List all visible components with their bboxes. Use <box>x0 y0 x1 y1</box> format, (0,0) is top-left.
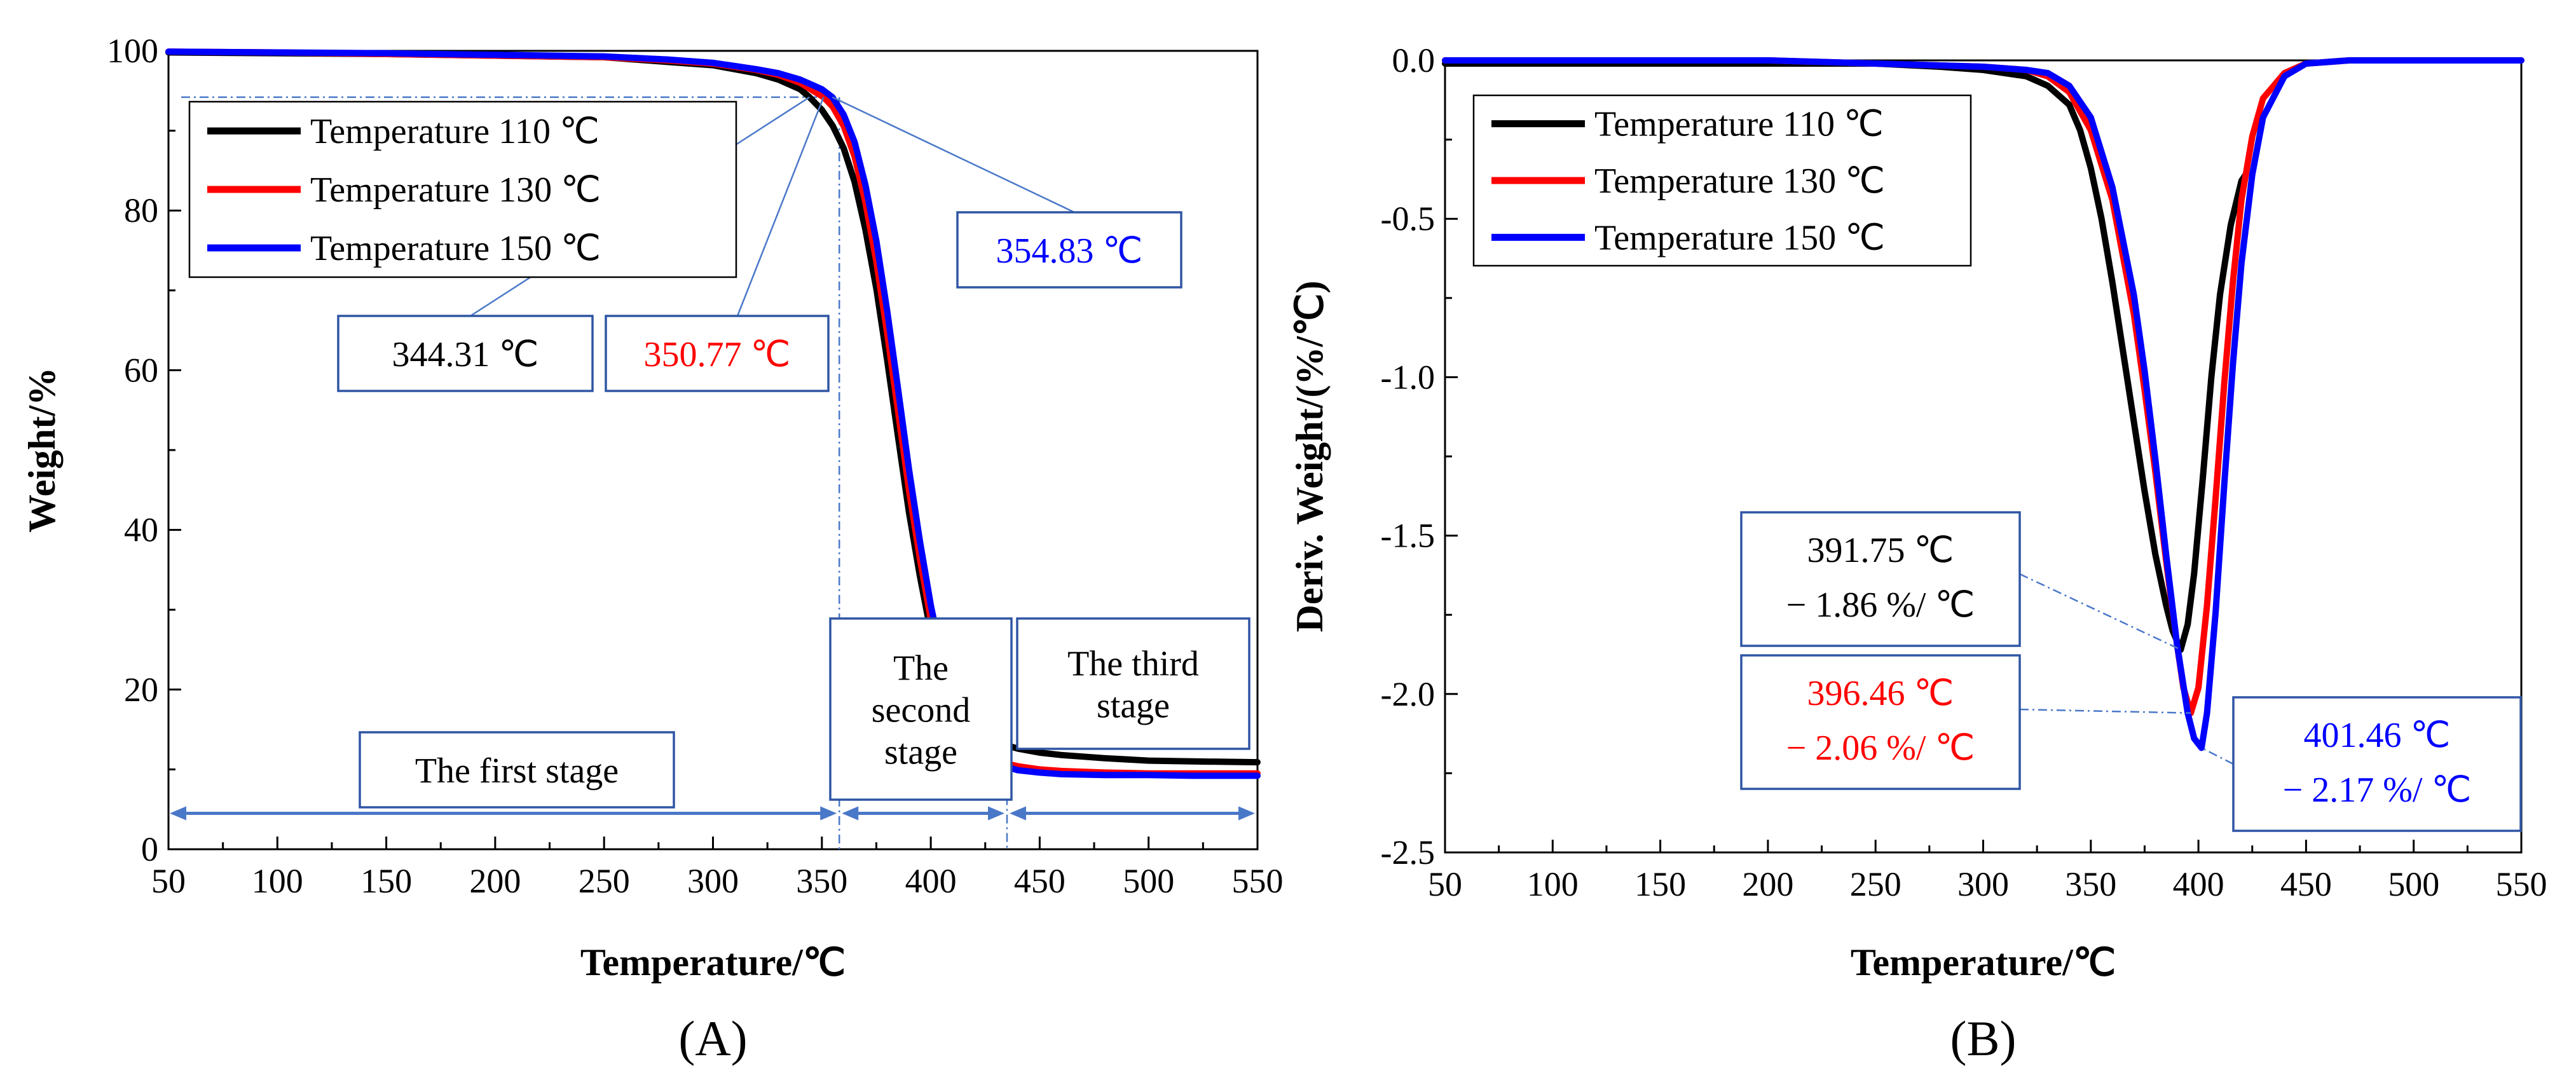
b-x-tick-label: 250 <box>1850 865 1901 903</box>
a-stage-label: stage <box>884 733 957 772</box>
a-legend-entry: Temperature 150 ℃ <box>310 229 601 268</box>
a-legend-entry: Temperature 130 ℃ <box>310 170 601 210</box>
b-legend-entry: Temperature 110 ℃ <box>1594 105 1884 144</box>
a-stage-arrowhead <box>842 806 859 821</box>
b-annotation-leader <box>2019 708 2191 714</box>
b-peak-label: − 1.86 %/ ℃ <box>1786 585 1975 625</box>
a-onset-label: 354.83 ℃ <box>996 231 1143 271</box>
b-y-tick-label: -1.0 <box>1381 358 1435 396</box>
b-series-line-3 <box>1442 57 2525 751</box>
a-x-tick-label: 500 <box>1123 862 1174 900</box>
b-peak-label: 401.46 ℃ <box>2304 716 2451 755</box>
a-y-tick-label: 0 <box>141 830 158 868</box>
b-x-tick-label: 100 <box>1527 865 1579 903</box>
a-x-tick-label: 100 <box>252 862 303 900</box>
a-annotation-box <box>956 211 1182 289</box>
b-y-tick-label: -1.5 <box>1381 517 1435 555</box>
a-y-axis-title: Weight/% <box>21 367 63 533</box>
a-stage-box <box>829 617 1013 801</box>
a-stage-arrowhead <box>1010 806 1027 821</box>
a-stage-label: second <box>872 691 971 730</box>
a-y-tick-label: 40 <box>124 511 158 549</box>
a-x-axis-title: Temperature/℃ <box>580 941 846 983</box>
b-x-tick-label: 350 <box>2065 865 2116 903</box>
b-x-tick-label: 450 <box>2280 865 2332 903</box>
a-y-tick-label: 20 <box>124 671 158 709</box>
b-y-tick-label: -2.5 <box>1381 833 1435 871</box>
a-x-tick-label: 150 <box>360 862 412 900</box>
b-y-axis-title: Deriv. Weight/(%/℃) <box>1289 281 1331 632</box>
a-legend-entry: Temperature 110 ℃ <box>310 112 599 151</box>
b-x-tick-label: 200 <box>1742 865 1793 903</box>
a-annotation-box <box>605 315 830 392</box>
b-x-tick-label: 150 <box>1634 865 1686 903</box>
a-x-tick-label: 250 <box>579 862 630 900</box>
b-x-axis-title: Temperature/℃ <box>1851 941 2116 983</box>
a-stage-label: The <box>893 649 949 688</box>
a-annotation-box <box>337 315 594 392</box>
b-x-tick-label: 50 <box>1428 865 1462 903</box>
a-series-line-3 <box>165 48 1261 779</box>
a-x-tick-label: 200 <box>469 862 521 900</box>
b-x-tick-label: 500 <box>2388 865 2439 903</box>
b-x-tick-label: 400 <box>2173 865 2224 903</box>
a-onset-label: 350.77 ℃ <box>644 335 791 374</box>
b-y-tick-label: -0.5 <box>1381 200 1435 238</box>
b-annotation-box <box>2232 696 2522 832</box>
a-x-tick-label: 50 <box>151 862 186 900</box>
b-annotation-leader <box>2201 747 2234 765</box>
a-panel-label: (A) <box>678 1011 747 1066</box>
b-peak-label: 396.46 ℃ <box>1807 674 1954 713</box>
a-y-tick-label: 100 <box>107 32 158 70</box>
a-stage-arrowhead <box>170 806 186 821</box>
b-annotation-box <box>1740 654 2021 790</box>
a-stage-label: stage <box>1097 687 1170 726</box>
b-panel-label: (B) <box>1950 1011 2017 1066</box>
b-y-tick-label: 0.0 <box>1392 41 1435 79</box>
a-x-tick-label: 350 <box>796 862 847 900</box>
b-annotation-box <box>1740 511 2021 647</box>
a-onset-label: 344.31 ℃ <box>392 335 539 374</box>
a-y-tick-label: 80 <box>124 191 158 229</box>
a-stage-label: The first stage <box>415 751 619 791</box>
a-x-tick-label: 550 <box>1232 862 1284 900</box>
a-x-tick-label: 450 <box>1014 862 1065 900</box>
a-stage-box <box>359 731 675 809</box>
a-x-tick-label: 300 <box>687 862 739 900</box>
a-annotation-leader <box>832 96 1075 214</box>
b-legend-entry: Temperature 150 ℃ <box>1594 218 1885 257</box>
panel-a-tga: 50 100 150 200 250 300 350 400 450 500 550 0 20 40 60 8… <box>21 32 1284 1066</box>
a-stage-label: The third <box>1067 645 1199 684</box>
b-x-tick-label: 300 <box>1957 865 2009 903</box>
a-stage-arrowhead <box>988 806 1005 821</box>
a-annotation-leader <box>736 97 825 317</box>
b-peak-label: 391.75 ℃ <box>1807 531 1954 570</box>
a-y-tick-label: 60 <box>124 351 158 389</box>
b-peak-label: − 2.06 %/ ℃ <box>1786 728 1975 768</box>
b-peak-label: − 2.17 %/ ℃ <box>2283 770 2472 810</box>
panel-b-dtg: 50 100 150 200 250 300 350 400 450 500 550 0.0 -0.5 -… <box>1289 41 2547 1066</box>
a-x-tick-label: 400 <box>905 862 957 900</box>
a-stage-arrowhead <box>820 806 837 821</box>
b-x-tick-label: 550 <box>2496 865 2547 903</box>
b-y-tick-label: -2.0 <box>1381 675 1435 713</box>
a-stage-arrowhead <box>1238 806 1255 821</box>
b-annotation-leader <box>2019 573 2181 651</box>
b-legend-entry: Temperature 130 ℃ <box>1594 161 1885 201</box>
a-stage-box <box>1016 617 1250 750</box>
